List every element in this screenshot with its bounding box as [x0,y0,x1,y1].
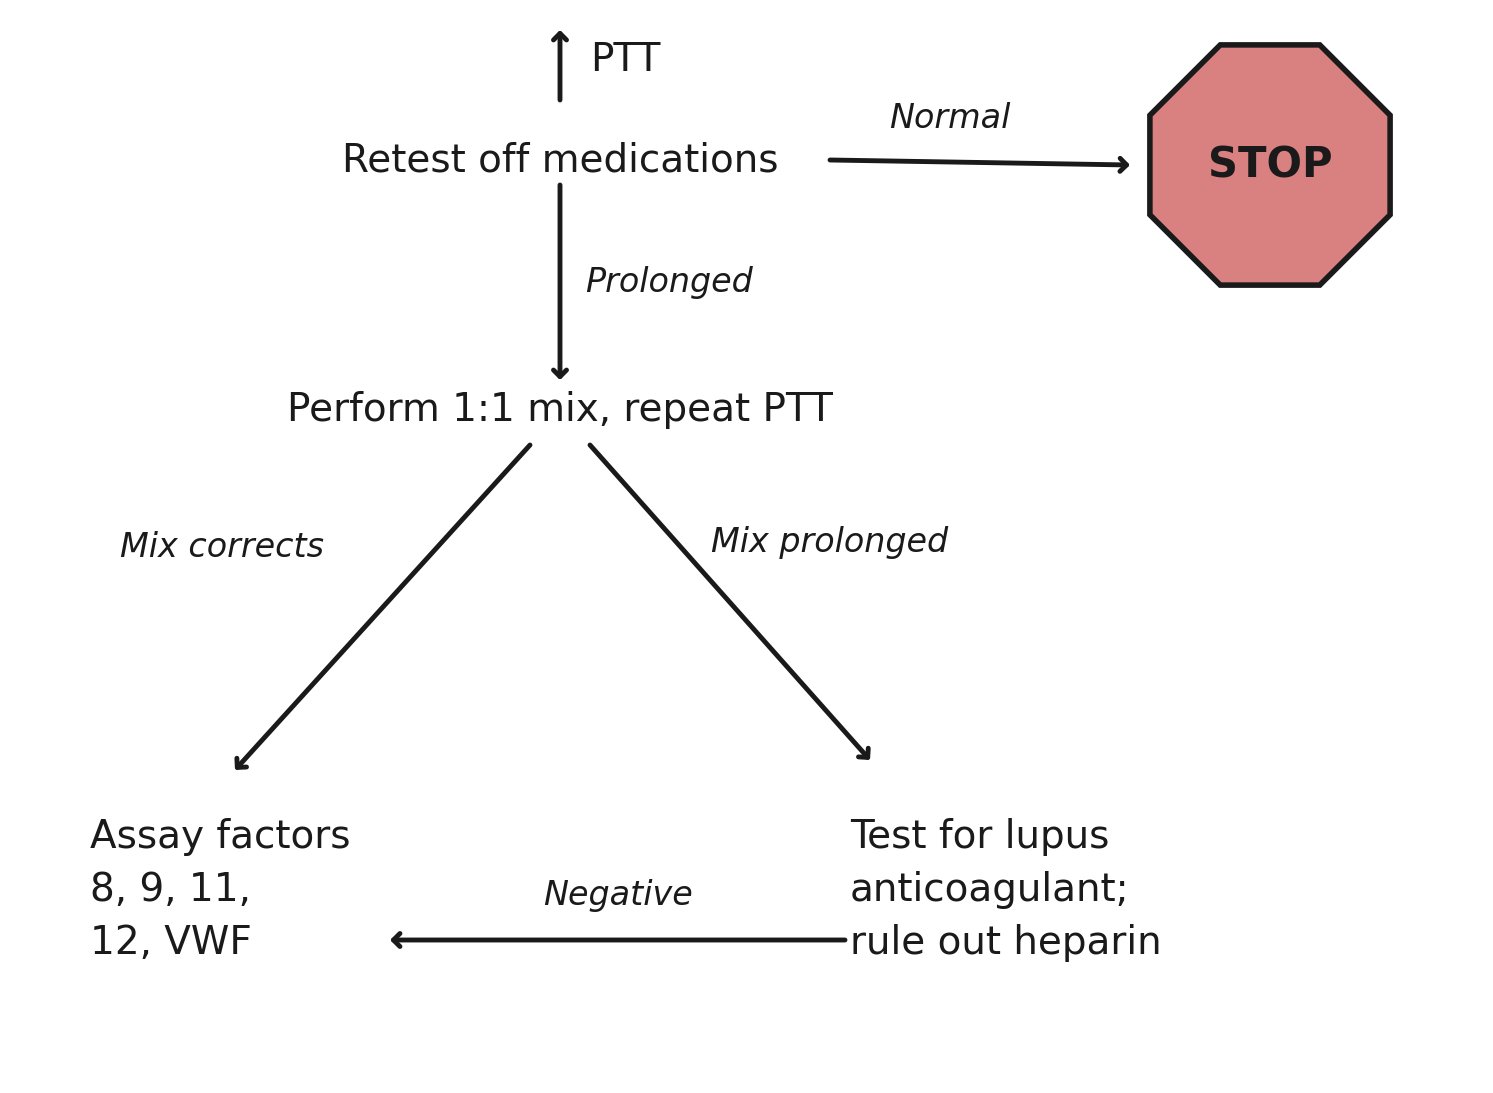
Text: Test for lupus
anticoagulant;
rule out heparin: Test for lupus anticoagulant; rule out h… [850,818,1162,962]
Text: Negative: Negative [542,879,693,912]
Text: PTT: PTT [590,42,660,79]
Text: Mix corrects: Mix corrects [121,531,324,564]
Text: Normal: Normal [890,102,1011,134]
Text: Retest off medications: Retest off medications [342,141,778,179]
Text: STOP: STOP [1208,144,1332,186]
Polygon shape [1150,45,1390,285]
Text: Prolonged: Prolonged [585,266,752,299]
Text: Assay factors
8, 9, 11,
12, VWF: Assay factors 8, 9, 11, 12, VWF [90,818,351,962]
Text: Perform 1:1 mix, repeat PTT: Perform 1:1 mix, repeat PTT [287,391,833,428]
Text: Mix prolonged: Mix prolonged [712,526,948,559]
